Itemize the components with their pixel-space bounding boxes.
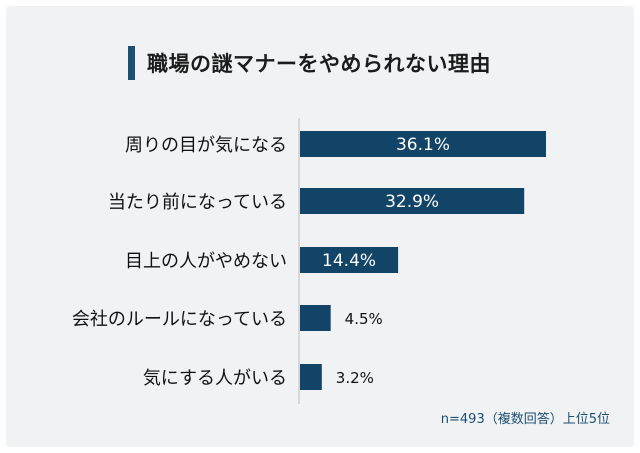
chart-title-block: 職場の謎マナーをやめられない理由 xyxy=(128,46,491,80)
sample-note: n=493（複数回答）上位5位 xyxy=(440,412,610,427)
value-label: 14.4% xyxy=(322,251,376,271)
bar xyxy=(300,305,331,331)
category-label: 周りの目が気になる xyxy=(125,135,287,156)
bar xyxy=(300,131,546,157)
bar xyxy=(300,188,525,214)
category-label: 当たり前になっている xyxy=(108,192,287,213)
value-label: 32.9% xyxy=(385,192,439,212)
bar xyxy=(300,247,399,273)
title-accent-bar xyxy=(128,46,135,80)
value-label: 4.5% xyxy=(345,310,383,328)
value-label: 3.2% xyxy=(336,369,374,387)
category-label: 目上の人がやめない xyxy=(125,251,287,272)
chart-title: 職場の謎マナーをやめられない理由 xyxy=(147,52,491,76)
bar xyxy=(300,364,322,390)
value-label: 36.1% xyxy=(396,135,450,155)
category-label: 会社のルールになっている xyxy=(72,309,287,330)
category-label: 気にする人がいる xyxy=(143,368,287,389)
